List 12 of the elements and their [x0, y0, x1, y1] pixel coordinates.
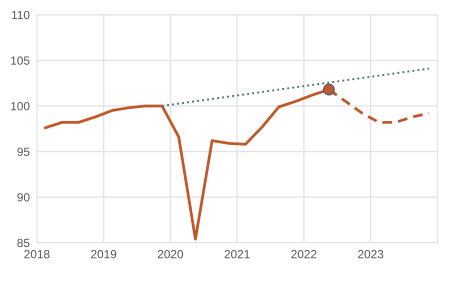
y-tick-label: 110: [12, 10, 30, 20]
x-tick-label: 2023: [358, 250, 384, 258]
x-tick-label: 2018: [24, 250, 50, 258]
y-tick-label: 100: [11, 102, 30, 110]
x-tick-label: 2019: [91, 250, 116, 258]
y-tick-label: 85: [17, 238, 30, 248]
x-tick-label: 2021: [224, 250, 250, 258]
y-tick-label: 90: [17, 193, 30, 202]
y-tick-label: 105: [11, 56, 30, 65]
x-tick-label: 2022: [291, 250, 316, 258]
x-tick-label: 2020: [158, 250, 184, 258]
y-tick-label: 95: [17, 148, 30, 156]
